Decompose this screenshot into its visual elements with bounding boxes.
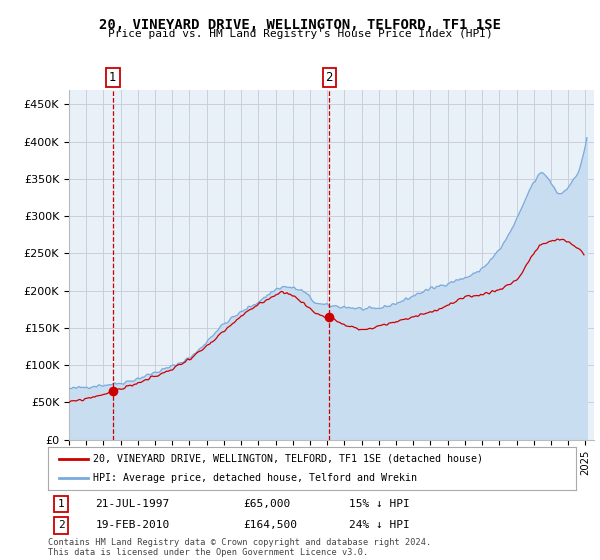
Text: Contains HM Land Registry data © Crown copyright and database right 2024.
This d: Contains HM Land Registry data © Crown c… bbox=[48, 538, 431, 557]
Text: £65,000: £65,000 bbox=[244, 499, 290, 509]
Text: 2: 2 bbox=[326, 71, 333, 85]
Text: 15% ↓ HPI: 15% ↓ HPI bbox=[349, 499, 410, 509]
Text: 19-FEB-2010: 19-FEB-2010 bbox=[95, 520, 170, 530]
Text: 20, VINEYARD DRIVE, WELLINGTON, TELFORD, TF1 1SE: 20, VINEYARD DRIVE, WELLINGTON, TELFORD,… bbox=[99, 18, 501, 32]
Text: 2: 2 bbox=[58, 520, 65, 530]
Text: 21-JUL-1997: 21-JUL-1997 bbox=[95, 499, 170, 509]
Text: £164,500: £164,500 bbox=[244, 520, 298, 530]
Text: 1: 1 bbox=[109, 71, 116, 85]
Text: 24% ↓ HPI: 24% ↓ HPI bbox=[349, 520, 410, 530]
Text: HPI: Average price, detached house, Telford and Wrekin: HPI: Average price, detached house, Telf… bbox=[93, 473, 417, 483]
Text: 1: 1 bbox=[58, 499, 65, 509]
Text: 20, VINEYARD DRIVE, WELLINGTON, TELFORD, TF1 1SE (detached house): 20, VINEYARD DRIVE, WELLINGTON, TELFORD,… bbox=[93, 454, 483, 464]
Text: Price paid vs. HM Land Registry's House Price Index (HPI): Price paid vs. HM Land Registry's House … bbox=[107, 29, 493, 39]
